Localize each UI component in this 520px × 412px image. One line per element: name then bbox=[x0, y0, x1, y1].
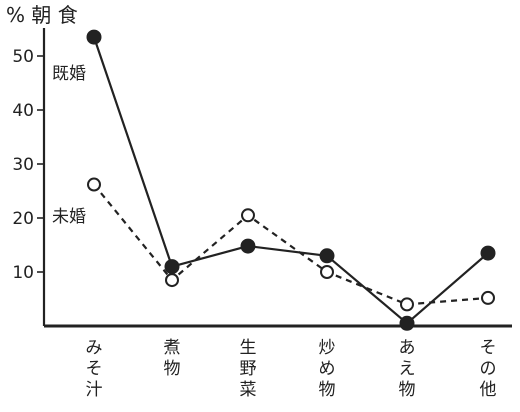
unmarried-data-point bbox=[320, 265, 334, 279]
series-lines bbox=[92, 36, 489, 325]
x-category-label: 炒め物 bbox=[319, 338, 336, 400]
unmarried-data-point bbox=[87, 177, 101, 192]
series-points bbox=[86, 29, 496, 331]
married-data-point bbox=[164, 259, 180, 275]
x-category-label: 生野菜 bbox=[240, 338, 257, 400]
series-label-unmarried: 未婚 bbox=[52, 207, 86, 227]
married-data-point bbox=[480, 245, 496, 261]
x-category-label: その他 bbox=[480, 338, 497, 400]
x-category-label: 煮物 bbox=[164, 338, 181, 379]
y-tick-label: 20 bbox=[12, 209, 34, 229]
y-tick-label: 10 bbox=[12, 263, 34, 283]
x-category-labels: みそ汁 煮物 生野菜 炒め物 あえ物 その他 bbox=[86, 338, 497, 400]
unmarried-data-point bbox=[241, 208, 255, 223]
y-tick-label: 30 bbox=[12, 155, 34, 175]
chart-title: % 朝 食 bbox=[6, 3, 78, 27]
x-category-label: あえ物 bbox=[399, 338, 416, 400]
chart-axes bbox=[42, 28, 512, 328]
x-category-label: みそ汁 bbox=[86, 338, 103, 400]
married-data-point bbox=[240, 238, 256, 254]
series-label-married: 既婚 bbox=[52, 64, 86, 84]
unmarried-data-point bbox=[400, 297, 414, 312]
unmarried-data-point bbox=[165, 273, 179, 288]
married-data-point bbox=[399, 315, 415, 331]
y-tick-label: 40 bbox=[12, 101, 34, 121]
married-data-point bbox=[319, 248, 335, 264]
series-line-married bbox=[92, 36, 489, 325]
unmarried-data-point bbox=[481, 290, 495, 305]
y-ticks: 10 20 30 40 50 bbox=[12, 47, 44, 283]
married-data-point bbox=[86, 29, 102, 45]
y-tick-label: 50 bbox=[12, 47, 34, 67]
series-line-unmarried bbox=[93, 183, 489, 306]
